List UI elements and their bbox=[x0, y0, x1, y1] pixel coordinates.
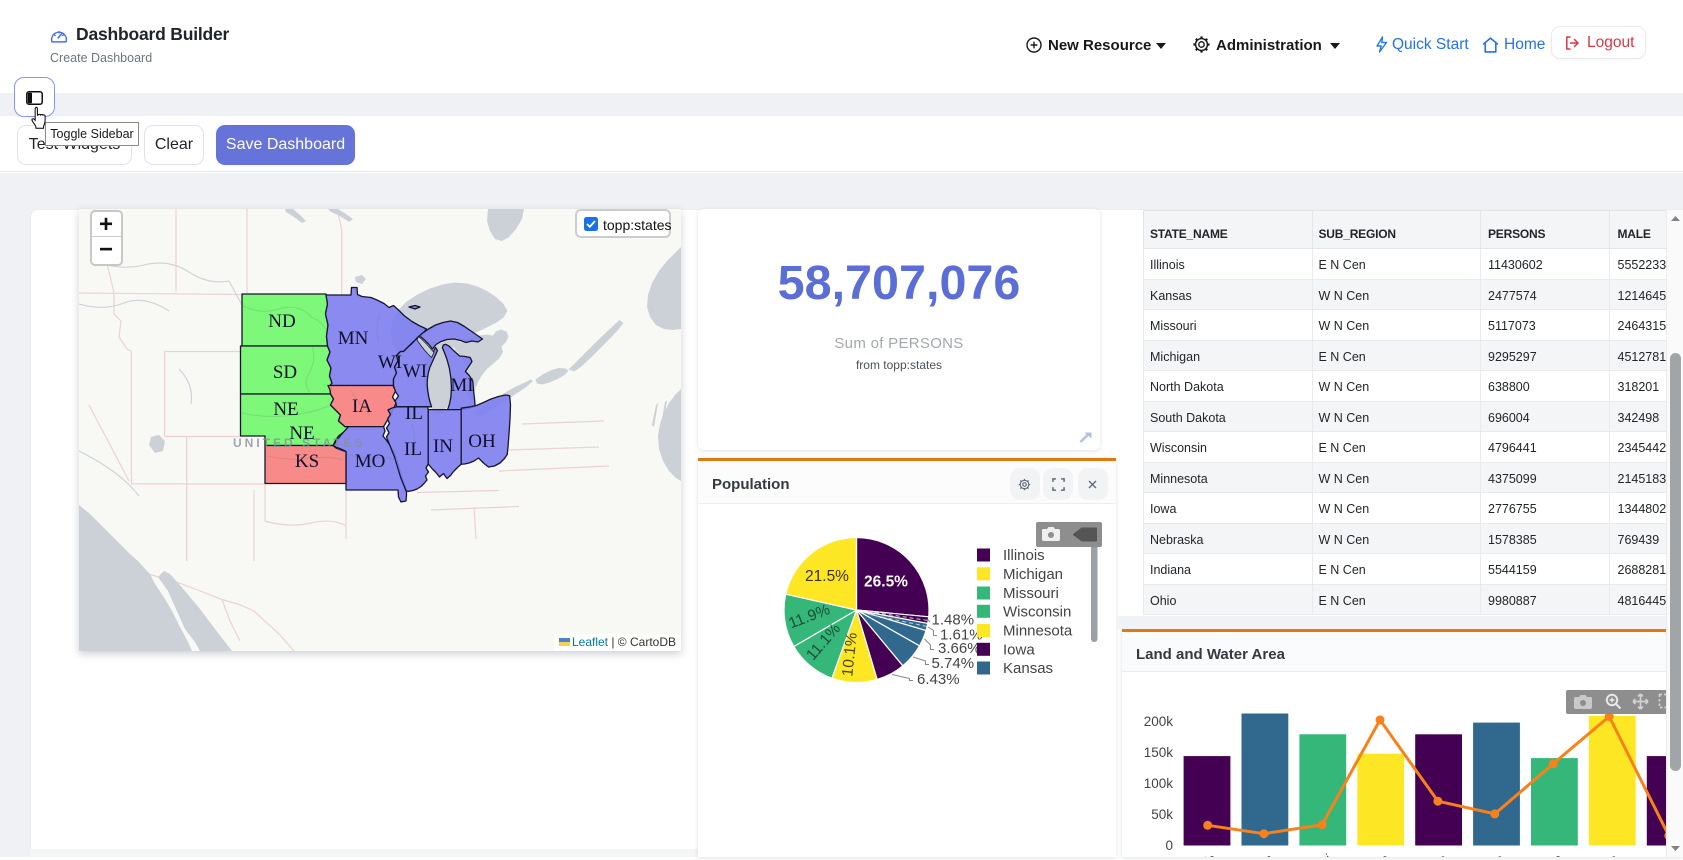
svg-text:MN: MN bbox=[338, 328, 369, 349]
svg-text:WI: WI bbox=[378, 352, 402, 373]
svg-text:Wisconsin: Wisconsin bbox=[1330, 850, 1391, 856]
svg-text:OH: OH bbox=[468, 431, 496, 452]
svg-text:Michigan: Michigan bbox=[1003, 566, 1063, 583]
svg-text:100k: 100k bbox=[1144, 776, 1174, 791]
svg-text:MO: MO bbox=[355, 451, 386, 472]
svg-text:IN: IN bbox=[433, 436, 453, 457]
svg-text:10.1%: 10.1% bbox=[839, 632, 861, 678]
svg-text:NE: NE bbox=[289, 423, 314, 444]
svg-text:IA: IA bbox=[352, 396, 372, 417]
svg-text:Illinois: Illinois bbox=[1178, 850, 1218, 856]
svg-text:NE: NE bbox=[273, 399, 298, 420]
svg-text:Kansas: Kansas bbox=[1003, 660, 1053, 677]
svg-text:Iowa: Iowa bbox=[1474, 850, 1507, 856]
svg-text:21.5%: 21.5% bbox=[805, 568, 849, 585]
svg-text:Missouri: Missouri bbox=[1282, 850, 1333, 856]
svg-text:50k: 50k bbox=[1151, 807, 1173, 822]
svg-text:3.66%: 3.66% bbox=[938, 640, 981, 657]
svg-text:Illinois: Illinois bbox=[1003, 547, 1045, 564]
svg-text:Wisconsin: Wisconsin bbox=[1003, 604, 1071, 621]
svg-text:ND: ND bbox=[268, 311, 295, 332]
svg-text:26.5%: 26.5% bbox=[864, 574, 908, 591]
svg-text:0: 0 bbox=[1165, 838, 1173, 853]
svg-text:5.74%: 5.74% bbox=[932, 655, 975, 672]
svg-text:WI: WI bbox=[403, 361, 427, 382]
svg-text:MI: MI bbox=[450, 375, 473, 396]
svg-text:Missouri: Missouri bbox=[1003, 585, 1059, 602]
svg-text:IL: IL bbox=[405, 403, 423, 424]
svg-text:1.61%: 1.61% bbox=[940, 627, 983, 644]
svg-text:Kansas: Kansas bbox=[1518, 850, 1565, 856]
svg-text:1.48%: 1.48% bbox=[932, 612, 975, 629]
svg-text:Iowa: Iowa bbox=[1003, 642, 1035, 659]
svg-text:SD: SD bbox=[273, 362, 297, 383]
svg-text:UNITED STATES: UNITED STATES bbox=[233, 436, 366, 450]
svg-text:150k: 150k bbox=[1144, 745, 1174, 760]
svg-text:Michigan: Michigan bbox=[1221, 850, 1276, 856]
svg-text:KS: KS bbox=[295, 451, 319, 472]
svg-text:Minnesota: Minnesota bbox=[1387, 850, 1449, 856]
svg-text:Minnesota: Minnesota bbox=[1003, 623, 1073, 640]
svg-text:6.43%: 6.43% bbox=[917, 671, 960, 688]
svg-text:IL: IL bbox=[404, 439, 422, 460]
svg-text:Nebraska: Nebraska bbox=[1562, 850, 1620, 856]
svg-text:200k: 200k bbox=[1144, 714, 1174, 729]
